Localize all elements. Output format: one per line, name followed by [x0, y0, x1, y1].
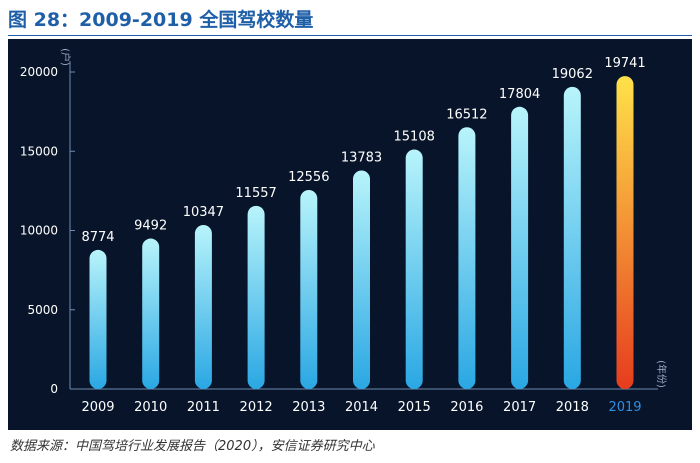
bar-2010 [142, 238, 160, 389]
value-label-2018: 19062 [552, 67, 593, 82]
bar-2009 [89, 249, 107, 389]
x-tick-label-2012: 2012 [240, 400, 273, 415]
y-axis-title: (户) [59, 48, 72, 66]
bar-2014 [353, 170, 370, 389]
value-label-2013: 12556 [288, 170, 329, 185]
x-tick-label-2011: 2011 [187, 400, 220, 415]
value-label-2019: 19741 [604, 56, 645, 71]
value-label-2016: 16512 [446, 107, 487, 122]
x-tick-label-2009: 2009 [81, 400, 114, 415]
y-tick-label: 15000 [20, 144, 58, 158]
title-divider [8, 35, 692, 36]
y-tick-label: 0 [50, 382, 58, 396]
x-tick-label-2016: 2016 [450, 400, 483, 415]
y-tick-label: 20000 [20, 65, 58, 79]
y-tick-label: 5000 [27, 303, 58, 317]
figure-title: 图 28：2009-2019 全国驾校数量 [8, 9, 314, 31]
x-tick-label-2010: 2010 [134, 400, 167, 415]
y-tick-label: 10000 [20, 224, 58, 238]
bar-2018 [563, 86, 581, 389]
chart-panel: 0 5000 10000 15000 20000 (户) (年份) 8774 2009 9492 2… [8, 39, 692, 430]
source-note: 数据来源：中国驾培行业发展报告（2020），安信证券研究中心 [10, 439, 375, 454]
bar-2015 [405, 149, 423, 389]
value-label-2014: 13783 [341, 151, 382, 166]
x-tick-label-2017: 2017 [503, 400, 536, 415]
bar-2019 [616, 76, 634, 389]
value-label-2011: 10347 [183, 205, 224, 220]
value-label-2012: 11557 [235, 186, 276, 201]
x-tick-label-2014: 2014 [345, 400, 378, 415]
bar-2011 [194, 225, 212, 389]
bar-chart: 0 5000 10000 15000 20000(户) (年份) 8774 2009 9492 2… [20, 48, 668, 415]
x-tick-label-2013: 2013 [292, 400, 325, 415]
value-label-2009: 8774 [81, 230, 114, 245]
value-label-2010: 9492 [134, 219, 167, 234]
value-label-2017: 17804 [499, 87, 540, 102]
x-tick-label-2015: 2015 [398, 400, 431, 415]
bar-2012 [247, 205, 265, 389]
x-tick-label-2018: 2018 [556, 400, 589, 415]
x-axis-title: (年份) [655, 360, 668, 388]
value-label-2015: 15108 [394, 130, 435, 145]
x-tick-label-2019: 2019 [608, 400, 641, 415]
bar-2013 [300, 189, 318, 389]
bar-2017 [511, 106, 529, 389]
bar-2016 [458, 127, 476, 390]
